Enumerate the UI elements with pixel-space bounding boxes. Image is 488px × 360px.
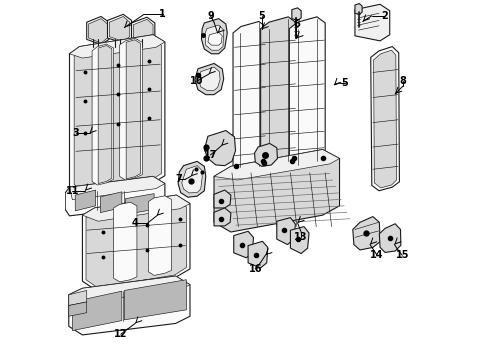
Polygon shape	[69, 291, 86, 306]
Text: 7: 7	[176, 174, 182, 184]
Text: 14: 14	[370, 250, 383, 260]
Text: 9: 9	[206, 11, 213, 21]
Polygon shape	[69, 276, 190, 302]
Polygon shape	[69, 176, 164, 200]
Text: 10: 10	[190, 76, 203, 86]
Polygon shape	[75, 190, 96, 211]
Polygon shape	[88, 19, 107, 43]
Polygon shape	[214, 149, 339, 232]
Polygon shape	[72, 291, 122, 330]
Polygon shape	[214, 149, 339, 180]
Text: 15: 15	[395, 250, 408, 260]
Text: 8: 8	[399, 76, 406, 86]
Polygon shape	[214, 208, 230, 226]
Polygon shape	[86, 17, 109, 44]
Polygon shape	[379, 224, 400, 252]
Polygon shape	[373, 50, 396, 188]
Polygon shape	[289, 17, 325, 171]
Polygon shape	[107, 14, 131, 43]
Polygon shape	[247, 241, 267, 268]
Polygon shape	[69, 35, 164, 58]
Polygon shape	[98, 45, 112, 184]
Text: 5: 5	[258, 11, 264, 21]
Polygon shape	[82, 195, 190, 221]
Polygon shape	[233, 22, 266, 175]
Text: 3: 3	[72, 129, 79, 138]
Polygon shape	[113, 202, 137, 282]
Polygon shape	[124, 280, 186, 320]
Polygon shape	[254, 143, 277, 166]
Polygon shape	[86, 199, 186, 288]
Polygon shape	[69, 276, 190, 335]
Polygon shape	[207, 32, 222, 45]
Polygon shape	[233, 231, 253, 258]
Polygon shape	[182, 166, 202, 193]
Text: 12: 12	[114, 329, 127, 339]
Text: 4: 4	[131, 218, 138, 228]
Polygon shape	[201, 19, 227, 54]
Text: 17: 17	[203, 150, 217, 160]
Polygon shape	[198, 67, 220, 90]
Polygon shape	[133, 19, 153, 44]
Polygon shape	[370, 46, 399, 191]
Polygon shape	[126, 40, 140, 179]
Text: 2: 2	[380, 11, 387, 21]
Polygon shape	[214, 190, 230, 208]
Polygon shape	[195, 63, 223, 95]
Polygon shape	[204, 131, 235, 166]
Polygon shape	[69, 302, 86, 316]
Polygon shape	[65, 176, 164, 216]
Polygon shape	[148, 196, 171, 275]
Polygon shape	[82, 195, 190, 289]
Polygon shape	[352, 217, 379, 250]
Polygon shape	[354, 4, 389, 41]
Text: 6: 6	[292, 19, 299, 29]
Polygon shape	[131, 17, 155, 45]
Polygon shape	[291, 8, 301, 21]
Polygon shape	[276, 218, 295, 244]
Text: 11: 11	[65, 186, 79, 196]
Polygon shape	[109, 17, 129, 41]
Polygon shape	[125, 194, 154, 215]
Polygon shape	[100, 192, 122, 213]
Polygon shape	[290, 226, 308, 253]
Polygon shape	[69, 35, 164, 195]
Polygon shape	[120, 39, 142, 180]
Polygon shape	[92, 44, 113, 185]
Polygon shape	[178, 161, 205, 197]
Polygon shape	[354, 4, 362, 14]
Polygon shape	[260, 17, 296, 171]
Text: 5: 5	[341, 78, 347, 88]
Polygon shape	[74, 39, 161, 192]
Text: 16: 16	[248, 264, 262, 274]
Text: 1: 1	[159, 9, 166, 19]
Text: 13: 13	[294, 232, 307, 242]
Polygon shape	[204, 25, 223, 50]
